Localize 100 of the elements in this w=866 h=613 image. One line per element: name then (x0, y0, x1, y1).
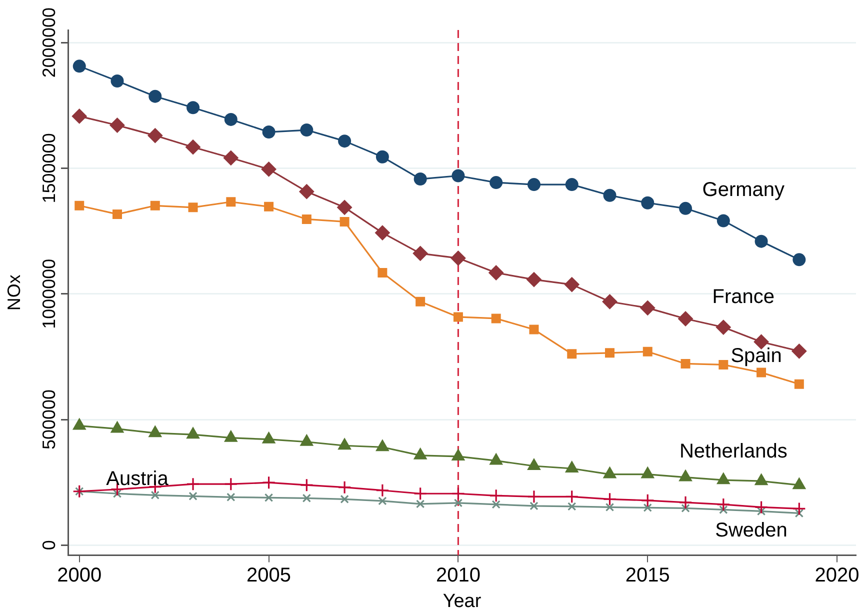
y-tick-label: 1500000 (38, 133, 59, 204)
point (262, 476, 276, 490)
point (643, 503, 652, 512)
point (378, 496, 387, 506)
point (376, 150, 389, 164)
point (186, 427, 200, 439)
point (186, 140, 201, 155)
x-tick-label: 2020 (814, 564, 860, 587)
point (565, 178, 578, 192)
point (527, 490, 541, 504)
point (186, 477, 200, 491)
point (264, 493, 274, 502)
series-label: Germany (702, 179, 785, 202)
point (302, 494, 312, 502)
point (565, 461, 578, 473)
point (75, 487, 84, 496)
point (148, 90, 162, 103)
point (416, 500, 425, 508)
point (261, 162, 276, 177)
point (641, 196, 654, 210)
series-label: Netherlands (679, 440, 788, 463)
point (340, 494, 349, 504)
point (679, 202, 692, 215)
point (264, 202, 274, 212)
point (568, 502, 576, 511)
point (226, 197, 236, 207)
y-tick-label: 500000 (38, 389, 59, 450)
y-tick-label: 2000000 (38, 8, 59, 78)
point (678, 496, 692, 510)
point (453, 312, 463, 322)
point (110, 118, 125, 133)
point (112, 489, 122, 498)
point (716, 320, 731, 335)
x-tick-label: 2005 (246, 564, 292, 587)
point (226, 492, 236, 502)
point (490, 176, 503, 190)
point (450, 250, 466, 266)
point (716, 472, 730, 484)
point (491, 314, 501, 324)
series-label: Spain (730, 345, 782, 368)
point (567, 349, 577, 359)
point (150, 200, 160, 210)
x-tick-label: 2010 (436, 564, 480, 587)
point (605, 348, 614, 358)
x-tick-label: 2000 (57, 564, 102, 587)
point (678, 311, 694, 326)
point (492, 500, 500, 509)
point (112, 209, 122, 219)
point (72, 484, 86, 498)
point (640, 494, 654, 508)
point (489, 488, 503, 502)
point (72, 108, 87, 124)
point (754, 500, 768, 514)
point (794, 508, 804, 518)
point (603, 188, 616, 202)
point (374, 225, 390, 240)
point (414, 172, 427, 186)
point (792, 502, 806, 516)
point (338, 480, 352, 494)
point (148, 426, 162, 438)
point (640, 300, 656, 316)
point (188, 202, 198, 212)
point (72, 60, 86, 73)
point (718, 360, 728, 370)
point (756, 368, 766, 378)
point (224, 477, 238, 491)
point (300, 124, 314, 137)
point (338, 438, 352, 450)
point (792, 253, 806, 266)
point (451, 486, 466, 500)
point (299, 184, 314, 200)
x-axis-title: Year (442, 590, 482, 612)
point (681, 504, 690, 513)
point (188, 492, 198, 500)
x-tick-label: 2015 (625, 564, 670, 587)
point (530, 502, 538, 510)
point (605, 502, 614, 512)
point (642, 346, 652, 356)
series-label: France (712, 286, 775, 308)
point (223, 150, 238, 166)
point (792, 478, 806, 490)
point (302, 214, 312, 224)
point (794, 379, 804, 389)
point (412, 246, 428, 261)
y-axis-title: NOx (4, 274, 24, 311)
point (488, 265, 504, 280)
series-label: Austria (106, 468, 170, 490)
point (376, 440, 390, 452)
series-label: Sweden (715, 520, 788, 542)
point (754, 234, 768, 248)
y-tick-label: 1000000 (38, 258, 59, 329)
point (529, 324, 539, 334)
point (680, 358, 690, 368)
point (340, 216, 350, 226)
point (416, 296, 426, 306)
point (452, 169, 465, 182)
point (224, 112, 238, 126)
point (262, 126, 276, 139)
point (716, 498, 730, 512)
point (186, 101, 200, 114)
